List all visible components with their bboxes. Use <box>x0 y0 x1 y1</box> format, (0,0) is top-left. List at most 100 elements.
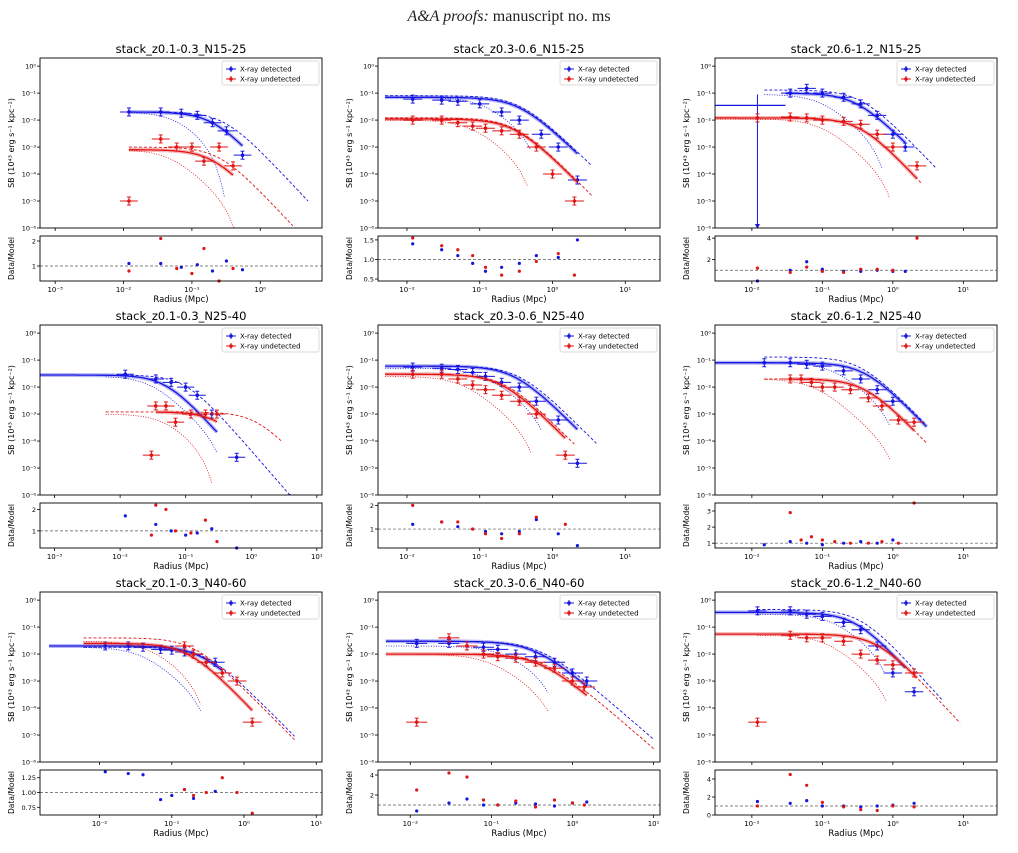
data-point <box>563 453 568 457</box>
legend-entry-undetected: X-ray undetected <box>901 343 976 351</box>
ratio-point-undetected <box>582 803 586 807</box>
y-tick-label: 10⁻⁶ <box>360 492 375 500</box>
arrow-head <box>754 224 760 228</box>
ratio-point-undetected <box>415 788 419 792</box>
data-point <box>183 385 188 389</box>
ratio-point-undetected <box>175 266 179 271</box>
dashed-model-line <box>105 374 303 495</box>
x-tick-label: 10⁻¹ <box>815 286 831 294</box>
data-point <box>570 671 575 675</box>
data-point <box>127 110 131 114</box>
y-axis-label: SB (10⁴³ erg s⁻¹ kpc⁻²) <box>345 632 354 722</box>
data-point <box>202 159 206 163</box>
data-point <box>250 720 255 724</box>
model-line <box>715 633 918 679</box>
journal-name: A&A proofs: <box>407 8 489 25</box>
legend: X-ray detected X-ray undetected <box>896 594 995 620</box>
ratio-point-detected <box>481 803 486 807</box>
data-point <box>456 377 460 381</box>
data-point <box>499 110 504 114</box>
dashed-model-line <box>385 95 593 167</box>
dashed-model-line <box>757 609 943 701</box>
data-point <box>182 644 187 648</box>
data-point <box>456 99 460 104</box>
model-band <box>128 110 244 148</box>
ratio-point-detected <box>534 253 538 258</box>
ratio-point-undetected <box>805 783 809 787</box>
dotted-model-line <box>715 118 890 198</box>
data-point <box>534 399 539 403</box>
ratio-point-undetected <box>202 246 206 251</box>
y-tick-label: 10⁻² <box>22 384 37 392</box>
ratio-axes-frame <box>39 502 323 549</box>
series-undetected <box>715 630 961 727</box>
legend: X-ray detected X-ray undetected <box>559 594 658 620</box>
ratio-point-undetected <box>164 507 168 512</box>
legend-marker-dot <box>567 334 571 338</box>
ratio-point-detected <box>103 770 107 774</box>
y-tick-label: 10⁻³ <box>22 411 37 419</box>
data-point <box>174 145 179 149</box>
chart-title: stack_z0.1-0.3_N25-40 <box>116 309 247 323</box>
ratio-axes-frame <box>377 235 661 282</box>
ratio-point-undetected <box>149 533 153 537</box>
y-tick-label: 10⁻³ <box>22 678 37 686</box>
x-tick-label: 10¹ <box>648 820 660 828</box>
ratio-panel: 2 4 Data/Model <box>345 769 661 816</box>
x-axis-label: Radius (Mpc) <box>491 562 546 572</box>
data-point <box>912 420 916 424</box>
data-point <box>439 372 444 377</box>
data-point <box>858 122 863 127</box>
legend-marker-dot <box>229 334 233 338</box>
dotted-model-line <box>128 150 246 228</box>
legend-entry-detected: X-ray detected <box>901 600 967 608</box>
ratio-point-undetected <box>915 236 919 240</box>
data-point <box>912 689 916 694</box>
y-axis-label: SB (10⁴³ erg s⁻¹ kpc⁻²) <box>7 632 16 722</box>
data-point <box>575 461 580 466</box>
y-axis-label: SB (10⁴³ erg s⁻¹ kpc⁻²) <box>345 365 354 455</box>
ratio-point-undetected <box>154 503 158 507</box>
ratio-point-undetected <box>203 518 208 522</box>
model-band <box>385 652 589 697</box>
ratio-point-undetected <box>481 798 486 802</box>
model-band <box>790 377 916 432</box>
legend-box <box>559 60 658 86</box>
x-axis-label: Radius (Mpc) <box>828 829 883 839</box>
ratio-point-detected <box>841 541 846 545</box>
ratio-point-undetected <box>215 539 219 544</box>
y-tick-label: 10⁻⁶ <box>697 225 712 233</box>
ratio-point-undetected <box>189 531 193 535</box>
ratio-point-undetected <box>805 265 809 269</box>
data-point <box>820 385 825 389</box>
y-tick-label: 10⁻² <box>360 117 375 125</box>
legend-entry-detected: X-ray detected <box>226 333 292 341</box>
model-line <box>385 373 566 439</box>
data-point <box>550 172 555 176</box>
ratio-point-undetected <box>411 503 415 507</box>
ratio-point-detected <box>805 260 809 264</box>
x-tick-label: 10⁰ <box>887 820 899 828</box>
ratio-point-detected <box>859 539 863 544</box>
ratio-y-tick-label: 2 <box>32 506 36 514</box>
ratio-axes-frame <box>39 235 323 282</box>
x-tick-label: 10⁰ <box>547 286 559 294</box>
x-tick-label: 10¹ <box>311 553 323 561</box>
y-tick-label: 10⁻⁴ <box>22 705 37 713</box>
series-undetected <box>120 134 294 228</box>
x-tick-label: 10⁻³ <box>47 286 63 294</box>
legend-entry-detected: X-ray detected <box>226 600 292 608</box>
plot-area <box>49 637 295 741</box>
data-point <box>103 644 108 648</box>
ratio-point-detected <box>210 527 214 531</box>
data-point <box>891 132 895 136</box>
ratio-point-undetected <box>820 800 824 805</box>
ratio-point-detected <box>123 514 127 518</box>
data-point <box>465 644 469 648</box>
data-point <box>533 654 538 659</box>
data-point <box>153 404 158 408</box>
y-axis-label: SB (10⁴³ erg s⁻¹ kpc⁻²) <box>682 365 691 455</box>
ratio-point-detected <box>179 265 183 269</box>
ratio-point-detected <box>191 796 196 801</box>
ratio-point-detected <box>411 242 415 246</box>
